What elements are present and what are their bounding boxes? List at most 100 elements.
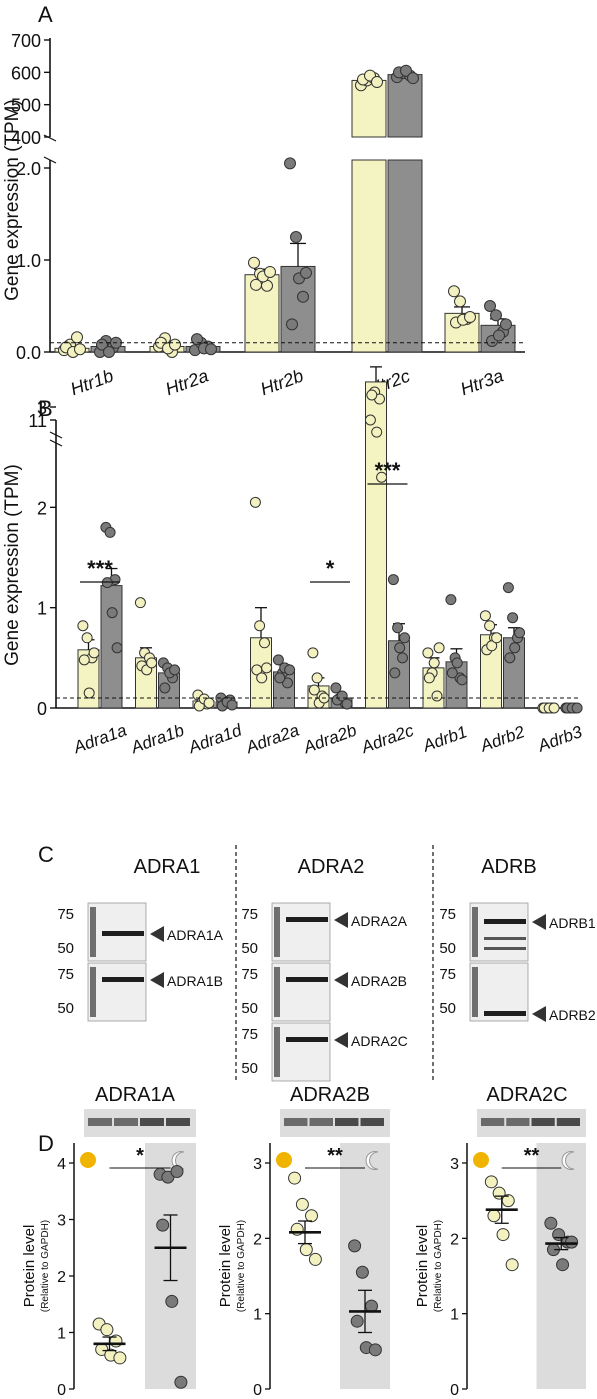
protein-band [484,937,526,940]
data-point-night [445,594,457,606]
significance-marker: *** [87,556,113,581]
x-tick-label: Adra2c [358,721,417,758]
y-tick-label: 3 [450,1156,459,1173]
data-point-night [156,1218,170,1232]
protein-band [102,977,144,982]
significance-marker: *** [375,458,401,483]
data-point-day [422,647,434,659]
band-label: ADRA1A [167,927,224,943]
data-point-day [308,1252,322,1266]
blot-image [469,902,529,962]
band-label: ADRA2A [351,913,408,929]
x-tick-label: Adra1a [70,721,129,758]
data-point-day [308,684,320,696]
data-point-day [371,426,383,438]
gapdh-band [140,1118,164,1126]
y-tick-label: 0 [253,1382,262,1399]
data-point-night [226,699,238,711]
data-point-day [295,1197,309,1211]
y-tick-label: 3 [57,1213,66,1230]
data-point-day [487,1209,501,1223]
data-point-day [423,672,435,684]
y-tick-label: 400 [11,128,41,148]
x-tick-label: Adra2b [300,721,359,758]
data-point-day [256,672,268,684]
x-tick-label: Adrb1 [420,722,470,756]
data-point-night [205,343,217,356]
ladder-lane [472,967,478,1017]
data-point-day [548,702,560,714]
data-point-day [299,1243,313,1257]
data-point-day [264,265,276,278]
x-tick-label: Adra1b [128,721,187,758]
y-tick-label: 0 [57,1382,66,1399]
x-tick-label: Adrb2 [477,722,528,756]
axis-break-mark [43,156,57,164]
blot-title: ADRA2 [298,856,365,878]
ladder-lane [472,907,478,957]
data-point-night [284,664,296,676]
band-label: ADRB1 [549,915,596,931]
x-tick-label: Adra2a [243,721,302,758]
y-tick-label: 0 [450,1382,459,1399]
data-point-day [366,389,378,401]
y-tick-label: 700 [11,31,41,51]
data-point-day [305,1209,318,1223]
data-point-night [103,346,115,358]
panel-letter-d: D [38,1131,54,1156]
data-point-night [174,1375,188,1389]
blot-image [271,1022,331,1082]
data-point-night [565,1235,579,1249]
data-point-day [307,647,319,659]
data-point-night [282,677,293,689]
band-arrow [334,912,348,928]
data-point-day [464,311,476,324]
data-point-night [272,654,284,666]
blot-title: ADRA1 [134,856,201,878]
data-point-night [290,231,302,243]
gapdh-band [360,1118,384,1126]
y-axis-label: Gene expression (TPM) [2,99,23,301]
data-point-night [355,1265,369,1279]
data-point-day [428,657,440,669]
data-point-night [96,338,108,351]
band-arrow [532,1006,546,1022]
data-point-day [364,414,376,426]
ladder-label: 75 [439,906,456,923]
y-tick-label: 2 [57,1269,66,1286]
band-label: ADRA2C [351,1033,408,1049]
y-tick-label: 1 [37,599,47,619]
gapdh-band [284,1118,308,1126]
plot-title: ADRA2C [486,1084,567,1106]
ladder-label: 75 [241,966,258,983]
data-point-day [496,1228,510,1242]
bar-night [387,159,423,353]
data-point-day [484,1175,498,1189]
protein-band [286,917,328,922]
data-point-night [493,329,505,342]
data-point-day [431,690,443,702]
data-point-night [544,1216,558,1230]
significance-marker: ** [327,1145,343,1167]
data-point-day [169,338,181,351]
y-tick-label: 4 [57,1156,66,1173]
data-point-day [78,654,90,666]
ladder-label: 75 [57,966,74,983]
data-point-day [88,647,100,659]
data-point-day [81,632,93,644]
y-tick-label: 1 [57,1326,66,1343]
panel-letter-c: C [38,842,54,867]
data-point-night [104,526,116,538]
x-tick-label: Htr2b [258,365,306,399]
data-point-night [502,582,514,594]
data-point-night [514,627,526,639]
band-arrow [150,926,164,942]
axis-break-mark [43,134,57,142]
protein-band [286,977,328,982]
data-point-night [350,1314,364,1328]
x-tick-label: Adra1d [185,720,244,757]
data-point-night [490,309,502,322]
data-point-night [407,72,419,85]
data-point-day [203,697,215,709]
ladder-lane [90,967,96,1017]
